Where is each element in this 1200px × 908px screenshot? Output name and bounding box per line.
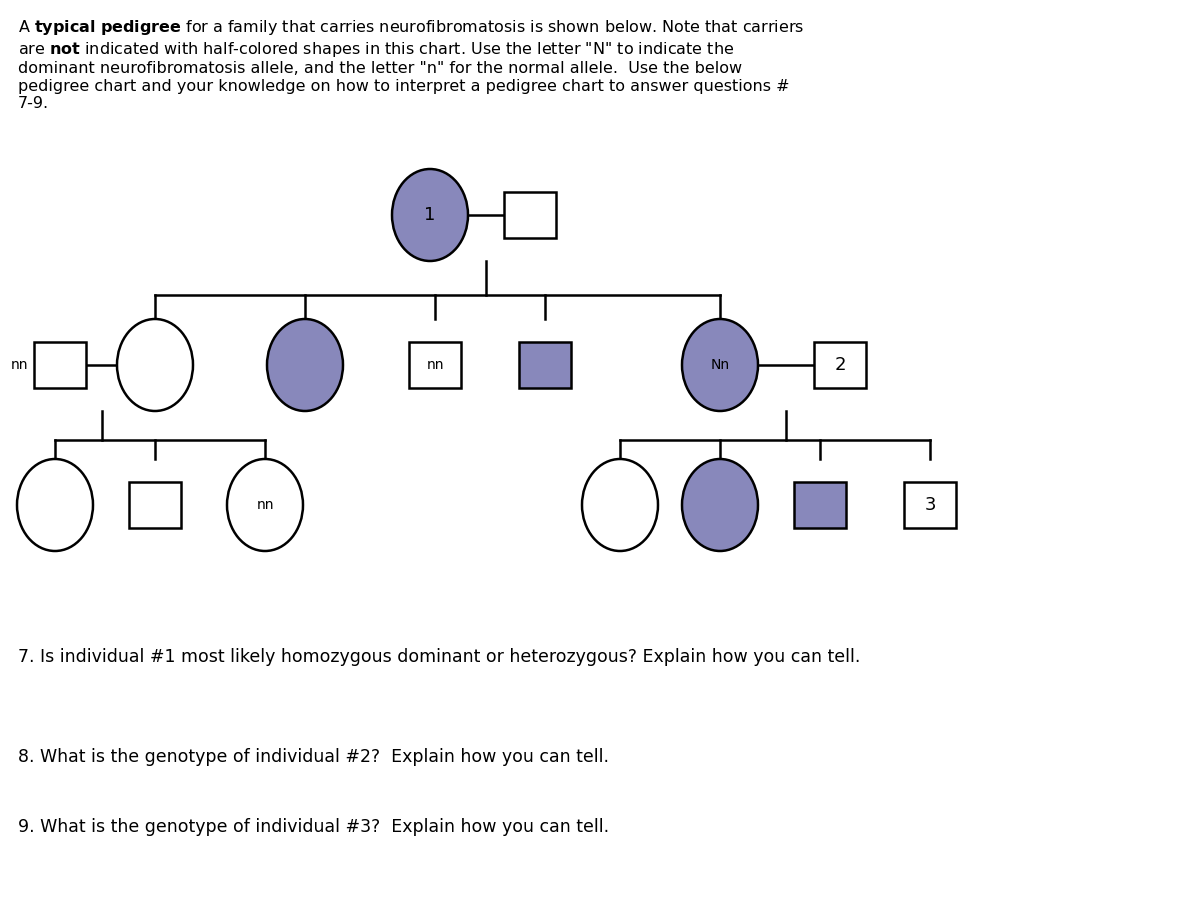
Text: nn: nn (257, 498, 274, 512)
FancyBboxPatch shape (794, 482, 846, 528)
FancyBboxPatch shape (904, 482, 956, 528)
Ellipse shape (227, 459, 302, 551)
Text: nn: nn (426, 358, 444, 372)
Ellipse shape (266, 319, 343, 411)
Text: Nn: Nn (710, 358, 730, 372)
Text: 9. What is the genotype of individual #3?  Explain how you can tell.: 9. What is the genotype of individual #3… (18, 818, 610, 836)
Text: A $\bf{typical\ pedigree}$ for a family that carries neurofibromatosis is shown : A $\bf{typical\ pedigree}$ for a family … (18, 18, 804, 111)
FancyBboxPatch shape (814, 342, 866, 388)
Ellipse shape (682, 459, 758, 551)
FancyBboxPatch shape (520, 342, 571, 388)
Text: nn: nn (11, 358, 28, 372)
FancyBboxPatch shape (130, 482, 181, 528)
Text: 8. What is the genotype of individual #2?  Explain how you can tell.: 8. What is the genotype of individual #2… (18, 748, 610, 766)
FancyBboxPatch shape (409, 342, 461, 388)
Ellipse shape (582, 459, 658, 551)
Text: 7. Is individual #1 most likely homozygous dominant or heterozygous? Explain how: 7. Is individual #1 most likely homozygo… (18, 648, 860, 666)
Ellipse shape (118, 319, 193, 411)
Ellipse shape (392, 169, 468, 261)
Text: 2: 2 (834, 356, 846, 374)
Ellipse shape (17, 459, 94, 551)
Text: 3: 3 (924, 496, 936, 514)
Ellipse shape (682, 319, 758, 411)
FancyBboxPatch shape (34, 342, 86, 388)
Text: 1: 1 (425, 206, 436, 224)
FancyBboxPatch shape (504, 192, 556, 238)
